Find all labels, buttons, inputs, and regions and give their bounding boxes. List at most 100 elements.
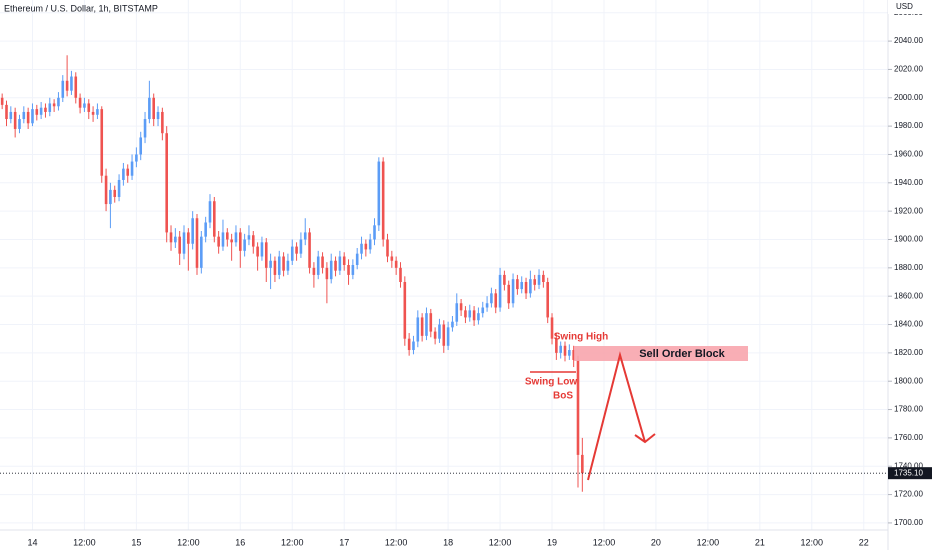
candle-body xyxy=(503,274,506,285)
candle-body xyxy=(516,279,519,290)
x-tick-label: 20 xyxy=(651,537,661,547)
candle-body xyxy=(321,256,324,268)
candle-body xyxy=(213,201,216,237)
candle-body xyxy=(96,109,99,115)
candle-body xyxy=(576,359,580,455)
candle-body xyxy=(403,282,407,339)
candle-body xyxy=(377,161,381,226)
x-tick-label: 19 xyxy=(547,537,557,547)
candle-body xyxy=(277,256,281,275)
last-price-label: 1735.10 xyxy=(894,468,923,477)
candle-body xyxy=(156,111,160,120)
candle-body xyxy=(572,350,575,360)
candle-body xyxy=(0,97,4,105)
candle-body xyxy=(472,310,476,321)
candle-body xyxy=(31,109,34,124)
candle-body xyxy=(65,80,69,91)
currency-bg xyxy=(888,0,932,14)
sell-order-block xyxy=(574,346,748,361)
candle-body xyxy=(256,246,259,257)
x-tick-label: 14 xyxy=(27,537,37,547)
candle-body xyxy=(316,256,320,275)
candle-body xyxy=(563,345,567,356)
y-tick-label: 1860.00 xyxy=(894,291,923,300)
chart-title: Ethereum / U.S. Dollar, 1h, BITSTAMP xyxy=(4,3,158,13)
candle-body xyxy=(208,201,212,223)
candle-body xyxy=(130,161,134,176)
candle-body xyxy=(122,168,125,180)
y-tick-label: 1800.00 xyxy=(894,376,923,385)
candle-body xyxy=(9,111,13,120)
candle-body xyxy=(191,218,194,244)
y-tick-label: 1960.00 xyxy=(894,150,923,159)
candle-body xyxy=(394,260,398,268)
candle-body xyxy=(373,225,376,240)
x-tick-label: 22 xyxy=(859,537,869,547)
candle-body xyxy=(243,239,246,251)
candle-body xyxy=(438,324,441,339)
x-tick-label: 12:00 xyxy=(489,537,512,547)
x-tick-label: 12:00 xyxy=(281,537,304,547)
y-tick-label: 2040.00 xyxy=(894,36,923,45)
x-tick-label: 12:00 xyxy=(385,537,408,547)
candle-body xyxy=(368,239,372,250)
x-tick-label: 12:00 xyxy=(177,537,200,547)
y-tick-label: 1760.00 xyxy=(894,433,923,442)
candle-body xyxy=(74,76,78,98)
candle-body xyxy=(455,303,459,322)
candle-body xyxy=(542,274,545,283)
candle-body xyxy=(299,239,303,254)
candle-body xyxy=(135,154,138,162)
candle-body xyxy=(442,324,446,346)
candle-body xyxy=(325,267,329,280)
candle-body xyxy=(204,222,207,237)
annotation: Swing Low xyxy=(525,377,577,388)
candle-body xyxy=(386,239,389,257)
candle-body xyxy=(161,111,164,134)
candle-body xyxy=(91,111,95,115)
candle-body xyxy=(273,260,277,275)
candle-body xyxy=(477,313,480,321)
candle-body xyxy=(282,256,285,271)
x-tick-label: 12:00 xyxy=(593,537,616,547)
y-tick-label: 1900.00 xyxy=(894,235,923,244)
annotation: Swing High xyxy=(554,332,608,343)
candle-body xyxy=(342,256,346,265)
y-tick-label: 1700.00 xyxy=(894,518,923,527)
last-price-box xyxy=(888,467,932,480)
candle-body xyxy=(481,307,485,314)
candle-body xyxy=(351,265,355,275)
candle-body xyxy=(485,303,489,308)
y-tick-label: 2000.00 xyxy=(894,93,923,102)
candle-body xyxy=(433,331,437,339)
candle-body xyxy=(338,256,342,271)
candle-body xyxy=(152,97,155,120)
candle-body xyxy=(221,232,225,247)
candle-body xyxy=(169,232,173,243)
candle-body xyxy=(550,317,554,339)
candle-body xyxy=(459,303,463,311)
currency: USD xyxy=(896,2,913,11)
x-tick-label: 16 xyxy=(235,537,245,547)
candle-body xyxy=(381,161,385,240)
y-tick-label: 1980.00 xyxy=(894,121,923,130)
candle-body xyxy=(364,243,368,250)
candle-body xyxy=(312,267,316,275)
y-tick-label: 1720.00 xyxy=(894,490,923,499)
candle-body xyxy=(425,313,428,336)
candle-body xyxy=(247,235,251,240)
y-tick-label: 1780.00 xyxy=(894,405,923,414)
x-tick-label: 12:00 xyxy=(73,537,96,547)
candle-body xyxy=(420,317,424,336)
candle-body xyxy=(26,111,30,124)
candles xyxy=(0,55,584,492)
candle-body xyxy=(264,242,268,268)
candle-body xyxy=(139,137,143,155)
candle-body xyxy=(498,274,502,308)
candle-body xyxy=(234,232,238,243)
candle-body xyxy=(329,260,333,280)
projection-arrow xyxy=(587,351,646,481)
candle-body xyxy=(533,279,537,285)
y-tick-label: 1820.00 xyxy=(894,348,923,357)
candle-body xyxy=(195,218,199,268)
